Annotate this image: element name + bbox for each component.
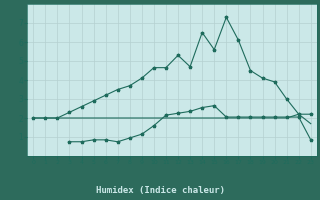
Text: Humidex (Indice chaleur): Humidex (Indice chaleur) — [95, 186, 225, 194]
